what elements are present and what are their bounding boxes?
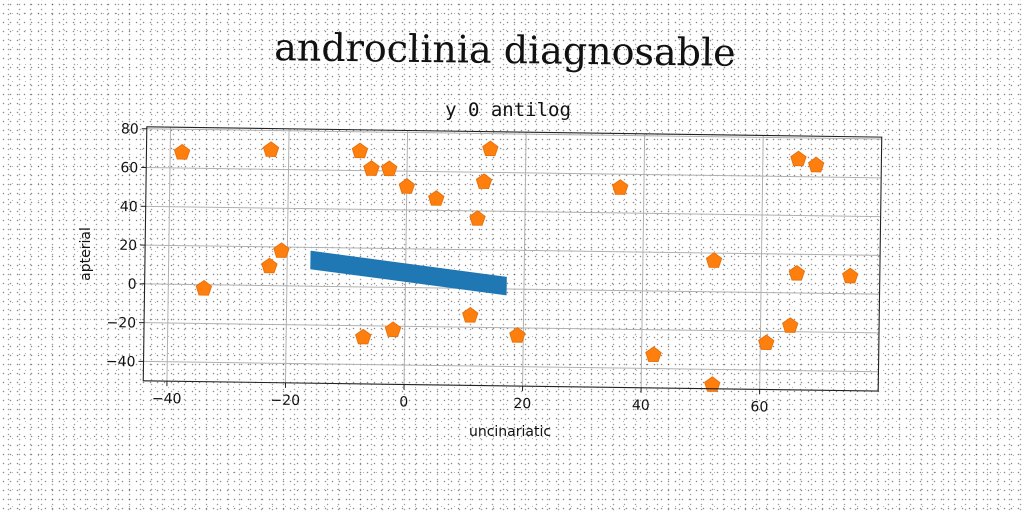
data-point [355, 328, 372, 345]
y-tick-label: −20 [106, 315, 136, 331]
y-tick-label: 20 [119, 238, 137, 254]
y-grid-line [146, 167, 882, 179]
y-grid-line [145, 205, 881, 218]
x-grid-line [285, 128, 290, 383]
data-point [398, 178, 416, 194]
data-point [173, 143, 191, 160]
data-point [261, 257, 278, 274]
x-grid-line [166, 127, 172, 382]
data-point [758, 334, 775, 350]
data-point [384, 321, 402, 338]
x-grid-line [522, 132, 527, 387]
x-tick-label: 40 [632, 398, 650, 414]
x-axis-label: uncinariatic [469, 424, 551, 440]
y-axis-label: apterial [78, 227, 94, 281]
y-tick-label: 0 [128, 277, 137, 293]
grid-lines [143, 127, 882, 390]
y-tick-label: 40 [120, 199, 138, 215]
axes-frame [142, 126, 883, 392]
data-point [273, 242, 290, 258]
data-point [195, 279, 213, 296]
data-point [428, 190, 445, 206]
data-point [788, 265, 806, 281]
data-point [462, 306, 479, 323]
data-point [790, 150, 807, 167]
data-point [704, 376, 721, 392]
data-point [645, 346, 662, 363]
y-tick-label: −40 [106, 354, 136, 370]
x-tick-label: 60 [750, 399, 768, 415]
y-grid-line [145, 244, 881, 256]
data-point [807, 156, 825, 173]
data-point [482, 140, 499, 157]
data-point [509, 327, 526, 343]
y-grid-line [143, 360, 879, 373]
scatter-series [173, 140, 859, 392]
data-point [363, 160, 380, 176]
y-grid-line [144, 283, 880, 295]
data-point [782, 317, 799, 333]
y-tick-label: 60 [120, 160, 138, 176]
x-tick-label: −20 [270, 393, 300, 409]
y-grid-line [144, 322, 880, 334]
x-grid-line [759, 135, 764, 390]
x-axis-ticks: −40 −20 0 20 40 60 [152, 381, 768, 416]
x-grid-line [403, 130, 409, 385]
data-point [381, 160, 398, 177]
data-point [705, 252, 723, 268]
data-point [262, 141, 280, 157]
band-area [310, 250, 507, 296]
data-point [475, 173, 493, 190]
x-tick-label: 0 [399, 394, 408, 410]
y-grid-line [146, 128, 882, 140]
x-tick-label: −40 [152, 391, 182, 407]
x-tick-label: 20 [513, 396, 531, 412]
data-point [842, 267, 859, 284]
data-point [469, 210, 486, 226]
x-grid-line [640, 133, 646, 388]
band-series [310, 250, 507, 296]
data-point [612, 179, 629, 195]
y-tick-label: 80 [121, 121, 139, 137]
chart-title: y 0 antilog [445, 99, 571, 121]
plot-area: −40 −20 0 20 40 60 −40 −20 0 20 40 60 80 [106, 121, 883, 416]
data-point [351, 142, 369, 159]
y-axis-ticks: −40 −20 0 20 40 60 80 [106, 121, 147, 370]
